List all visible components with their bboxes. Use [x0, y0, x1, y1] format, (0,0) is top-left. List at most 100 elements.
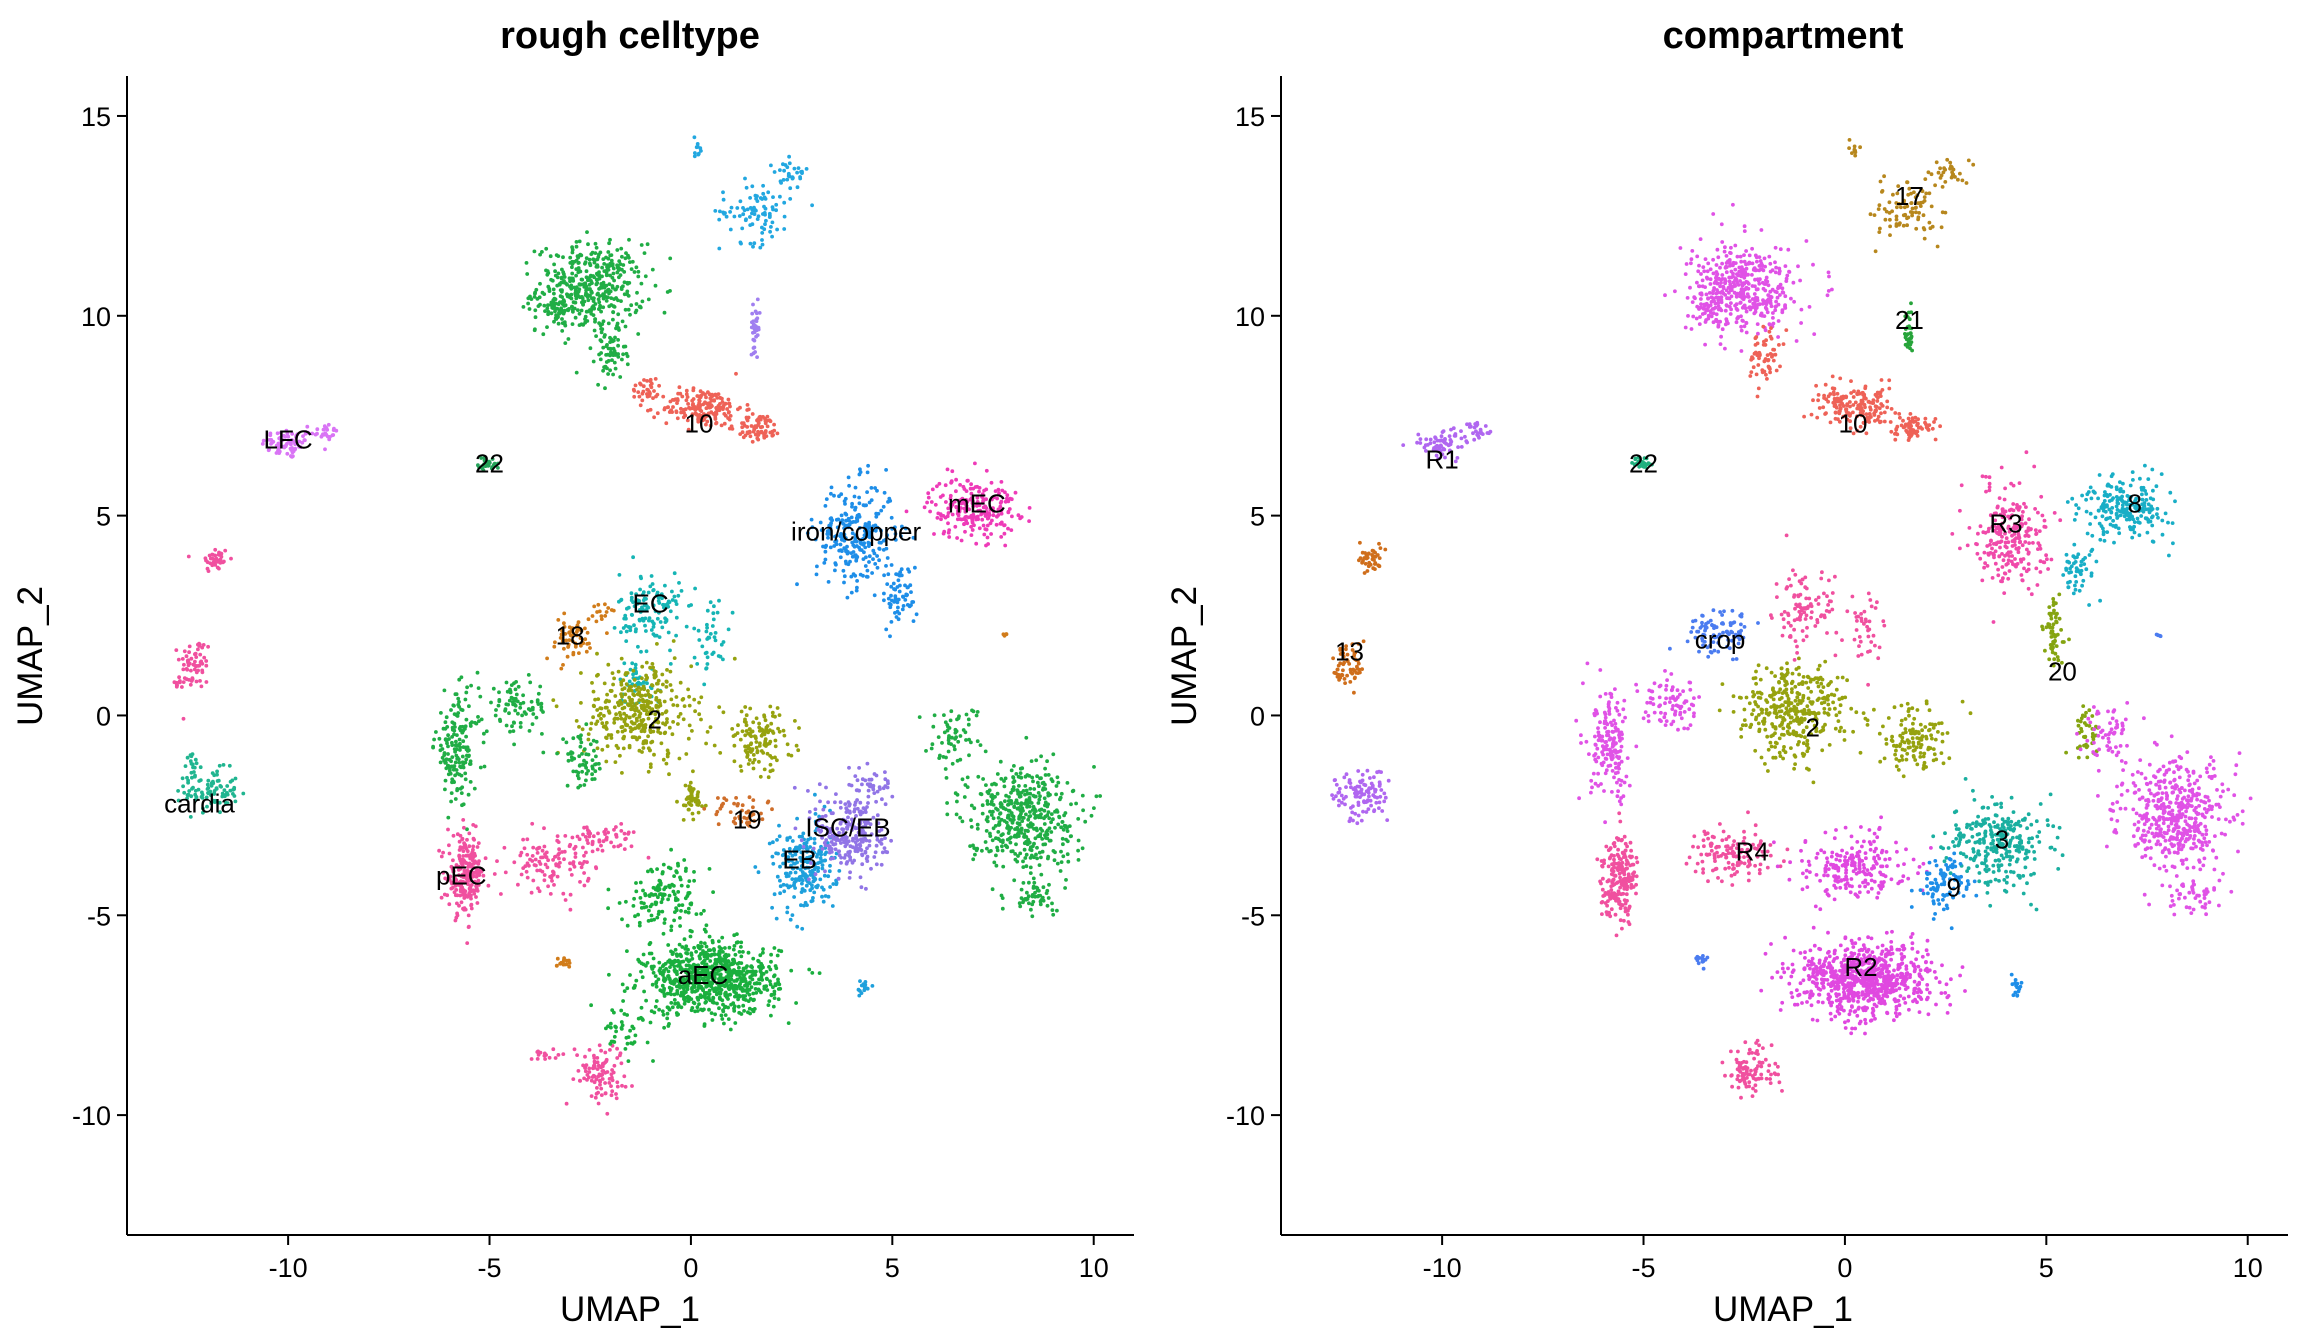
- data-point: [543, 1057, 547, 1061]
- data-point: [624, 251, 628, 256]
- data-point: [690, 811, 695, 816]
- data-point: [617, 259, 622, 263]
- data-point: [461, 739, 466, 744]
- data-point: [614, 835, 619, 839]
- data-point: [679, 990, 684, 995]
- data-point: [636, 957, 641, 962]
- data-point: [603, 386, 607, 391]
- data-point: [999, 480, 1004, 484]
- data-point: [552, 319, 556, 324]
- data-point: [718, 991, 723, 995]
- data-point: [633, 983, 637, 988]
- data-point: [561, 737, 565, 741]
- data-point: [645, 379, 649, 383]
- data-point: [766, 775, 771, 780]
- data-point: [756, 959, 761, 964]
- data-point: [774, 916, 779, 921]
- data-point: [650, 267, 655, 272]
- data-point: [853, 505, 858, 510]
- data-point: [702, 806, 707, 811]
- data-point: [728, 970, 732, 974]
- data-point: [827, 850, 832, 855]
- data-point: [689, 803, 694, 807]
- data-point: [747, 795, 752, 800]
- data-point: [668, 683, 673, 687]
- data-point: [806, 789, 810, 793]
- data-point: [301, 434, 305, 438]
- data-point: [528, 857, 532, 862]
- data-point: [911, 535, 916, 540]
- data-point: [482, 764, 487, 769]
- data-point: [925, 500, 929, 505]
- data-point: [669, 697, 674, 702]
- data-point: [745, 984, 750, 988]
- data-point: [728, 414, 733, 418]
- data-point: [532, 863, 537, 867]
- data-point: [439, 895, 444, 900]
- data-point: [790, 877, 795, 881]
- data-point: [284, 428, 289, 433]
- data-point: [762, 435, 767, 440]
- data-point: [514, 692, 519, 697]
- data-point: [324, 432, 329, 437]
- data-point: [713, 417, 718, 421]
- data-point: [598, 711, 603, 716]
- data-point: [672, 874, 676, 878]
- data-point: [182, 662, 186, 667]
- data-point: [732, 743, 737, 748]
- data-point: [606, 372, 610, 376]
- data-point: [552, 262, 556, 267]
- data-point: [946, 530, 951, 535]
- data-point: [217, 550, 221, 555]
- data-point: [755, 217, 760, 222]
- data-point: [585, 828, 590, 833]
- data-point: [521, 305, 526, 309]
- data-point: [611, 317, 615, 322]
- data-point: [836, 876, 841, 881]
- data-point: [838, 555, 843, 560]
- data-point: [606, 662, 611, 667]
- data-point: [653, 377, 658, 381]
- data-point: [177, 675, 182, 680]
- data-point: [1009, 497, 1014, 502]
- data-point: [686, 884, 690, 889]
- data-point: [609, 303, 614, 307]
- data-point: [620, 357, 624, 362]
- data-point: [943, 483, 948, 488]
- data-point: [540, 250, 544, 254]
- data-point: [587, 641, 591, 646]
- data-point: [513, 708, 518, 713]
- data-point: [583, 1054, 587, 1059]
- data-point: [684, 624, 689, 629]
- data-point: [855, 585, 859, 590]
- data-point: [692, 878, 696, 883]
- data-point: [820, 863, 825, 867]
- data-point: [751, 766, 756, 771]
- data-point: [815, 564, 819, 569]
- data-point: [876, 511, 881, 516]
- data-point: [735, 731, 740, 735]
- data-point: [495, 859, 499, 863]
- data-point: [594, 619, 599, 624]
- data-point: [713, 631, 718, 635]
- data-point: [683, 896, 688, 901]
- data-point: [594, 754, 598, 759]
- data-point: [598, 1082, 602, 1087]
- data-point: [619, 716, 624, 721]
- data-point: [623, 672, 628, 677]
- data-point: [620, 687, 625, 692]
- data-point: [672, 594, 677, 599]
- data-point: [772, 989, 777, 994]
- data-point: [770, 220, 775, 225]
- data-point: [852, 553, 857, 558]
- data-point: [749, 730, 753, 734]
- data-point: [669, 847, 673, 852]
- data-point: [590, 614, 595, 618]
- data-point: [710, 1018, 715, 1022]
- data-point: [466, 792, 471, 797]
- data-point: [981, 523, 986, 528]
- data-point: [446, 733, 450, 738]
- data-point: [510, 724, 514, 729]
- data-point: [707, 392, 712, 397]
- data-point: [1006, 499, 1011, 504]
